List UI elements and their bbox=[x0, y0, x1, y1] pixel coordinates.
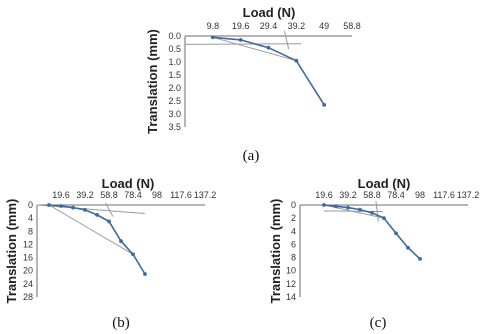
x-tick-label: 78.4 bbox=[124, 190, 142, 200]
x-axis-title: Load (N) bbox=[243, 5, 296, 20]
data-point bbox=[358, 207, 362, 212]
y-axis-title: Translation (mm) bbox=[268, 199, 283, 304]
data-point bbox=[406, 245, 410, 250]
data-point bbox=[394, 231, 398, 236]
x-tick-label: 19.6 bbox=[232, 21, 250, 31]
y-tick-label: 0 bbox=[28, 200, 33, 210]
tangent-line bbox=[105, 202, 114, 217]
y-tick-label: 2 bbox=[291, 213, 296, 223]
x-axis-title: Load (N) bbox=[102, 176, 155, 191]
tangent-line bbox=[283, 30, 290, 50]
tangent-line bbox=[212, 36, 297, 62]
data-point bbox=[107, 219, 111, 224]
x-tick-label: 9.8 bbox=[207, 21, 220, 31]
y-tick-label: 10 bbox=[286, 266, 296, 276]
data-point bbox=[71, 205, 75, 210]
y-tick-label: 2.5 bbox=[168, 96, 181, 106]
y-tick-label: 28 bbox=[23, 292, 33, 302]
y-tick-label: 8 bbox=[28, 226, 33, 236]
tangent-line bbox=[36, 204, 145, 215]
y-tick-label: 8 bbox=[291, 253, 296, 263]
x-tick-label: 19.6 bbox=[52, 190, 70, 200]
panel-label: (b) bbox=[112, 315, 130, 331]
x-tick-label: 98 bbox=[415, 190, 425, 200]
data-point bbox=[294, 58, 299, 63]
y-tick-label: 1.5 bbox=[168, 70, 181, 80]
y-tick-label: 14 bbox=[286, 292, 296, 302]
y-tick-label: 4 bbox=[28, 213, 33, 223]
y-axis-title: Translation (mm) bbox=[145, 29, 160, 134]
y-tick-label: 24 bbox=[23, 279, 33, 289]
x-tick-label: 58.8 bbox=[343, 21, 361, 31]
y-tick-label: 12 bbox=[286, 279, 296, 289]
x-axis-title: Load (N) bbox=[358, 176, 411, 191]
data-point bbox=[346, 205, 350, 210]
tangent-line bbox=[184, 43, 302, 45]
x-tick-label: 98 bbox=[152, 190, 162, 200]
y-tick-label: 4 bbox=[291, 226, 296, 236]
data-point bbox=[131, 252, 135, 257]
x-tick-label: 78.4 bbox=[387, 190, 405, 200]
data-point bbox=[210, 35, 215, 40]
tangent-line bbox=[48, 204, 134, 255]
x-tick-label: 29.4 bbox=[260, 21, 278, 31]
x-tick-label: 117.6 bbox=[433, 190, 455, 200]
data-point bbox=[418, 256, 422, 261]
data-point bbox=[370, 210, 374, 215]
data-point bbox=[382, 216, 386, 221]
y-tick-label: 0.0 bbox=[168, 31, 181, 41]
panel-label: (c) bbox=[370, 315, 387, 331]
x-tick-label: 39.2 bbox=[339, 190, 357, 200]
x-tick-label: 19.6 bbox=[315, 190, 333, 200]
y-tick-label: 12 bbox=[23, 239, 33, 249]
data-point bbox=[95, 212, 99, 217]
x-tick-label: 58.8 bbox=[363, 190, 381, 200]
y-tick-label: 0 bbox=[291, 200, 296, 210]
y-tick-label: 2.0 bbox=[168, 83, 181, 93]
panel-label: (a) bbox=[243, 148, 260, 164]
data-point bbox=[322, 103, 327, 107]
x-tick-label: 39.2 bbox=[288, 21, 306, 31]
data-point bbox=[143, 272, 147, 276]
x-tick-label: 49 bbox=[319, 21, 329, 31]
data-point bbox=[59, 204, 63, 208]
x-tick-label: 137.2 bbox=[194, 190, 217, 200]
y-tick-label: 16 bbox=[23, 253, 33, 263]
y-axis-title: Translation (mm) bbox=[4, 199, 19, 304]
data-point bbox=[334, 204, 338, 209]
y-tick-label: 0.5 bbox=[168, 44, 181, 54]
data-point bbox=[238, 38, 243, 42]
x-tick-label: 117.6 bbox=[170, 190, 192, 200]
data-point bbox=[266, 45, 271, 50]
data-point bbox=[322, 203, 326, 207]
y-tick-label: 3.5 bbox=[168, 122, 181, 132]
data-point bbox=[83, 208, 87, 212]
y-tick-label: 1.0 bbox=[168, 57, 181, 67]
data-point bbox=[119, 239, 123, 244]
y-tick-label: 6 bbox=[291, 239, 296, 249]
y-tick-label: 3.0 bbox=[168, 109, 181, 119]
x-tick-label: 39.2 bbox=[76, 190, 94, 200]
x-tick-label: 58.8 bbox=[100, 190, 118, 200]
x-tick-label: 137.2 bbox=[457, 190, 480, 200]
tangent-line bbox=[323, 204, 385, 219]
tangent-line bbox=[375, 200, 379, 222]
y-tick-label: 20 bbox=[23, 266, 33, 276]
data-point bbox=[47, 203, 51, 207]
